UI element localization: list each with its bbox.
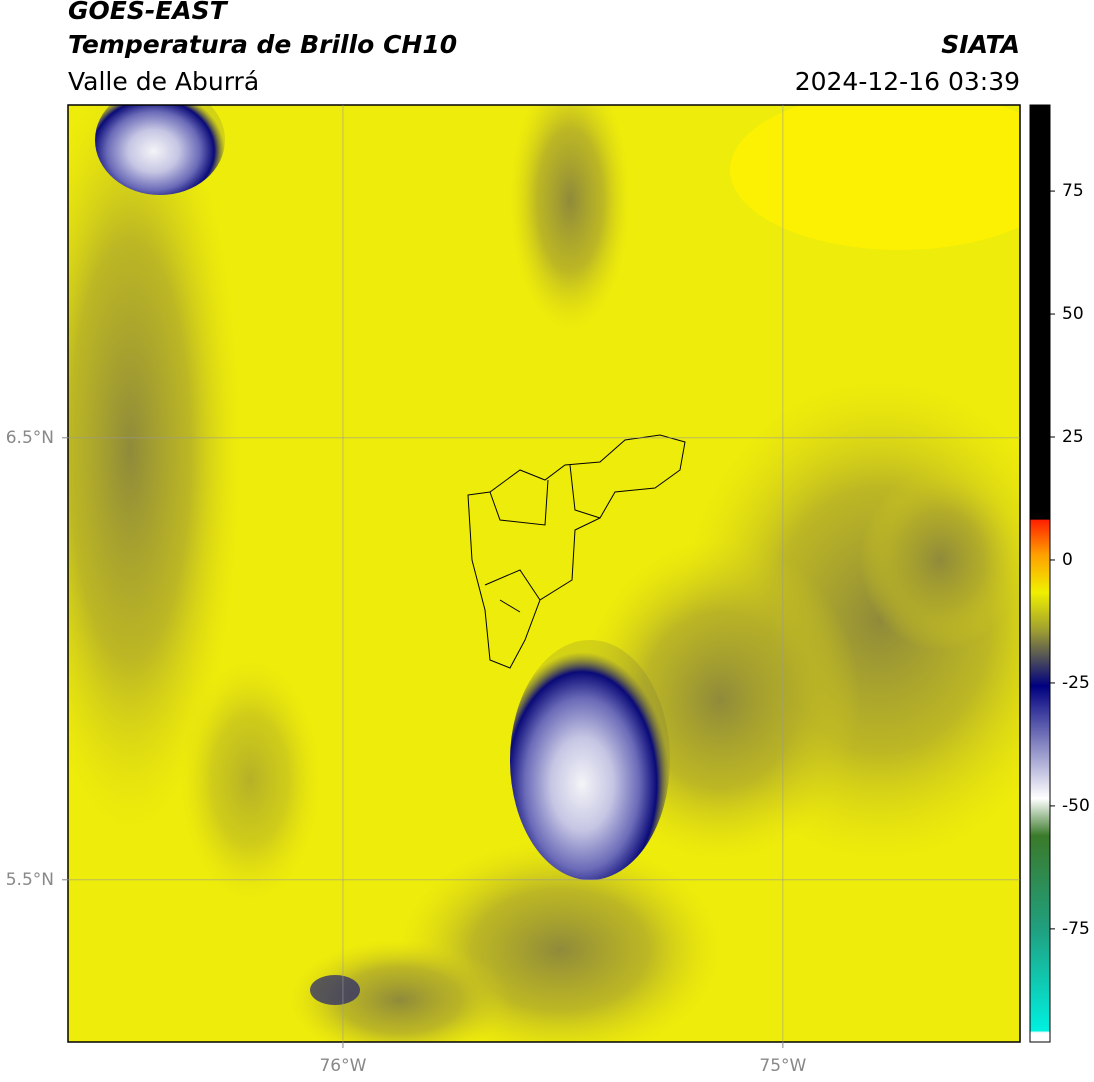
colorbar <box>1029 104 1051 1043</box>
lon-tick-label: 75°W <box>759 1056 806 1076</box>
datetime: 2024-12-16 03:39 <box>795 67 1020 96</box>
region: Valle de Aburrá <box>68 67 259 96</box>
lat-tick-label: 6.5°N <box>6 428 54 448</box>
colorbar-tick-label: 50 <box>1062 304 1084 324</box>
lon-tick-label: 76°W <box>319 1056 366 1076</box>
source: SIATA <box>941 30 1020 59</box>
satellite-field <box>68 105 1020 1042</box>
colorbar-tick-label: 25 <box>1062 427 1084 447</box>
subtitle: Temperatura de Brillo CH10 <box>68 30 457 59</box>
colorbar-tick-label: -75 <box>1062 919 1090 939</box>
lat-tick-label: 5.5°N <box>6 870 54 890</box>
colorbar-tick-label: 0 <box>1062 550 1073 570</box>
title: GOES-EAST <box>68 0 229 25</box>
colorbar-tick-label: -50 <box>1062 796 1090 816</box>
map-frame <box>67 104 1021 1043</box>
colorbar-tick-label: -25 <box>1062 673 1090 693</box>
colorbar-tick-label: 75 <box>1062 181 1084 201</box>
valley-boundary <box>467 434 686 669</box>
